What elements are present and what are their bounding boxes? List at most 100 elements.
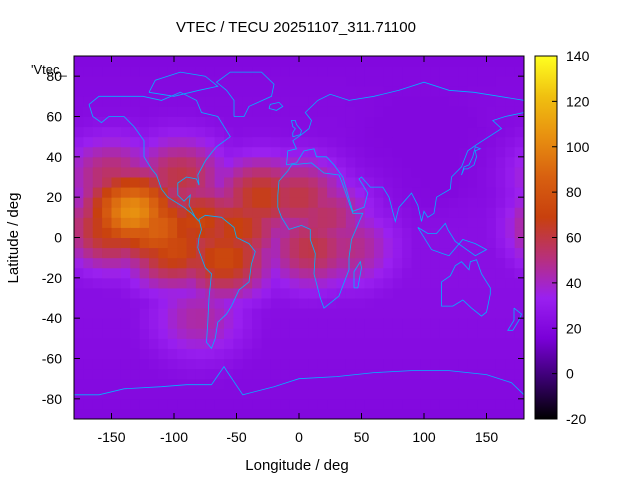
- heatmap-cell: [102, 368, 112, 380]
- heatmap-cell: [139, 408, 150, 420]
- heatmap-cell: [177, 106, 187, 117]
- heatmap-cell: [486, 166, 497, 178]
- heatmap-cell: [467, 398, 478, 410]
- heatmap-cell: [289, 126, 300, 138]
- heatmap-cell: [299, 96, 309, 107]
- heatmap-cell: [149, 318, 159, 329]
- heatmap-cell: [139, 368, 150, 380]
- y-tick-label: 80: [46, 68, 62, 84]
- heatmap-cell: [392, 146, 403, 158]
- heatmap-cell: [130, 136, 141, 148]
- heatmap-cell: [92, 378, 103, 390]
- heatmap-cell: [505, 408, 516, 420]
- heatmap-cell: [120, 146, 131, 158]
- heatmap-cell: [205, 166, 216, 178]
- heatmap-cell: [383, 308, 394, 319]
- heatmap-cell: [167, 207, 178, 218]
- heatmap-cell: [317, 298, 328, 309]
- heatmap-cell: [139, 298, 150, 309]
- heatmap-cell: [83, 106, 94, 117]
- heatmap-cell: [345, 146, 356, 158]
- heatmap-cell: [439, 368, 450, 380]
- heatmap-cell: [224, 116, 234, 128]
- heatmap-cell: [74, 398, 84, 410]
- heatmap-cell: [186, 257, 197, 269]
- heatmap-cell: [289, 338, 300, 349]
- x-tick-label: -100: [160, 429, 188, 445]
- heatmap-cell: [252, 227, 262, 238]
- heatmap-cell: [186, 287, 197, 299]
- heatmap-cell: [514, 126, 525, 138]
- heatmap-cell: [120, 66, 131, 77]
- heatmap-cell: [270, 318, 281, 329]
- heatmap-cell: [149, 66, 159, 77]
- heatmap-cell: [149, 227, 159, 238]
- heatmap-cell: [477, 227, 487, 238]
- heatmap-cell: [224, 328, 234, 339]
- heatmap-cell: [130, 156, 141, 168]
- heatmap-cell: [505, 197, 516, 208]
- heatmap-cell: [242, 308, 253, 319]
- heatmap-cell: [120, 318, 131, 329]
- heatmap-cell: [261, 287, 272, 299]
- heatmap-cell: [299, 86, 309, 97]
- heatmap-cell: [317, 207, 328, 218]
- heatmap-cell: [233, 257, 244, 269]
- heatmap-cell: [439, 247, 450, 259]
- heatmap-cell: [449, 146, 459, 158]
- heatmap-cell: [336, 217, 347, 228]
- heatmap-cell: [214, 106, 225, 117]
- heatmap-cell: [402, 277, 412, 289]
- heatmap-cell: [486, 187, 497, 198]
- heatmap-cell: [392, 408, 403, 420]
- heatmap-cell: [130, 177, 141, 188]
- y-tick-label: -80: [42, 391, 62, 407]
- y-tick-label: 0: [54, 230, 62, 246]
- heatmap-cell: [505, 66, 516, 77]
- heatmap-cell: [458, 66, 469, 77]
- heatmap-cell: [83, 217, 94, 228]
- heatmap-cell: [177, 86, 187, 97]
- heatmap-cell: [289, 348, 300, 359]
- heatmap-cell: [458, 197, 469, 208]
- heatmap-cell: [402, 217, 412, 228]
- heatmap-cell: [505, 126, 516, 138]
- heatmap-cell: [345, 217, 356, 228]
- heatmap-cell: [120, 257, 131, 269]
- heatmap-cell: [111, 217, 122, 228]
- heatmap-cell: [270, 76, 281, 87]
- heatmap-cell: [420, 348, 431, 359]
- heatmap-cell: [130, 398, 141, 410]
- heatmap-cell: [505, 76, 516, 87]
- heatmap-cell: [430, 378, 441, 390]
- heatmap-cell: [102, 116, 112, 128]
- heatmap-cell: [186, 298, 197, 309]
- heatmap-cell: [467, 318, 478, 329]
- heatmap-cell: [355, 126, 366, 138]
- heatmap-cell: [158, 247, 169, 259]
- heatmap-cell: [402, 187, 412, 198]
- heatmap-cell: [92, 388, 103, 400]
- heatmap-cell: [430, 116, 441, 128]
- colorbar-tick-label: 140: [566, 48, 590, 64]
- heatmap-cell: [74, 408, 84, 420]
- heatmap-cell: [139, 358, 150, 370]
- heatmap-cell: [505, 106, 516, 117]
- heatmap-cell: [458, 338, 469, 349]
- heatmap-cell: [167, 287, 178, 299]
- heatmap-cell: [224, 408, 234, 420]
- heatmap-cell: [186, 408, 197, 420]
- heatmap-cell: [477, 56, 487, 67]
- heatmap-cell: [383, 146, 394, 158]
- heatmap-cell: [402, 267, 412, 279]
- heatmap-cell: [449, 66, 459, 77]
- heatmap-cell: [214, 247, 225, 259]
- heatmap-cell: [317, 177, 328, 188]
- heatmap-cell: [224, 378, 234, 390]
- heatmap-cell: [383, 267, 394, 279]
- heatmap-cell: [167, 156, 178, 168]
- heatmap-cell: [186, 207, 197, 218]
- heatmap-cell: [430, 227, 441, 238]
- heatmap-cell: [467, 217, 478, 228]
- heatmap-cell: [102, 267, 112, 279]
